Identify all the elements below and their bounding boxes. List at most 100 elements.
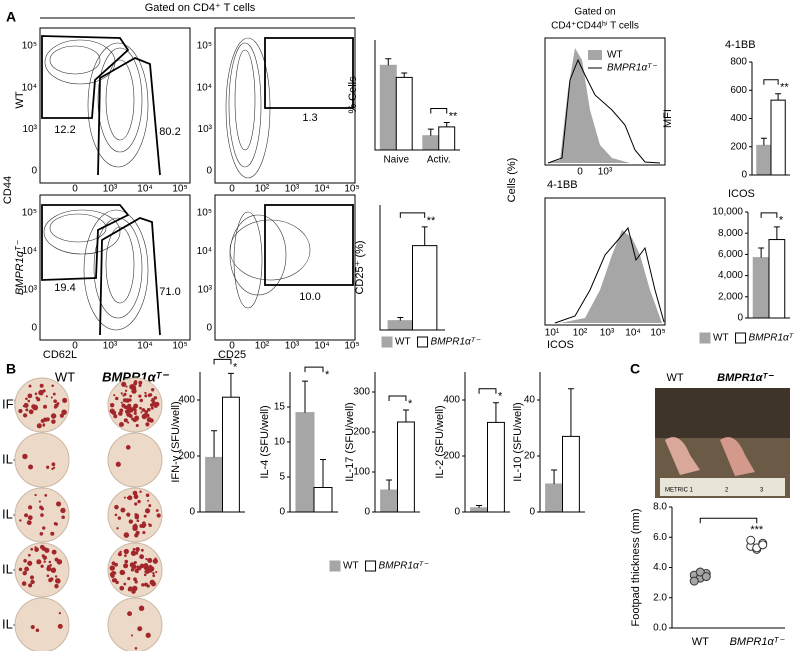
y-tick-label: 0	[741, 170, 747, 181]
y-tick-label: 0	[529, 507, 535, 518]
y-tick-label: 40	[524, 395, 536, 406]
y-tick-label: 400	[178, 395, 195, 406]
spot	[123, 563, 129, 569]
gate-value: 19.4	[54, 282, 75, 294]
column-label: BMPR1αᵀ⁻	[717, 372, 774, 384]
point	[695, 567, 705, 577]
spot	[43, 560, 46, 563]
spot	[30, 624, 35, 630]
y-tick-label: 10⁵	[22, 41, 37, 52]
spot	[141, 413, 147, 420]
spot	[147, 565, 152, 571]
spot	[156, 513, 161, 518]
y-tick-label: 10⁴	[22, 246, 37, 257]
spot	[139, 398, 144, 403]
spot	[121, 569, 124, 573]
spot	[110, 567, 113, 570]
spot	[124, 389, 128, 392]
spot	[127, 611, 133, 617]
spot	[129, 394, 132, 398]
spot	[28, 409, 34, 415]
error-bar	[397, 317, 404, 321]
spot	[124, 554, 127, 557]
y-tick-label: 600	[730, 85, 747, 96]
ruler-label: METRIC 1	[665, 488, 694, 494]
chart-title: 4-1BB	[725, 39, 756, 51]
spot	[115, 396, 119, 401]
spot	[118, 422, 124, 427]
y-tick-label: 200	[178, 451, 195, 462]
significance: **	[427, 215, 436, 227]
spot	[60, 414, 64, 418]
spot	[62, 397, 68, 403]
spot	[154, 557, 157, 560]
hist-title: CD4⁺CD44ʰⁱ T cells	[551, 21, 639, 32]
elispot-wells: IFN-γIL-4IL-17IL-2IL-10	[2, 377, 163, 651]
x-tick-label: 10⁴	[314, 184, 329, 195]
spot	[38, 389, 44, 396]
spot	[151, 397, 154, 401]
spot	[27, 393, 33, 399]
legend-label: WT	[343, 561, 359, 572]
x-tick-label: 10²	[255, 184, 270, 195]
x-tick-label: 10⁴	[625, 328, 640, 339]
chart-title: ICOS	[728, 188, 755, 200]
spot	[144, 391, 147, 395]
axis	[671, 507, 785, 629]
mouse-photo: METRIC 1 2 3	[655, 388, 790, 498]
well	[14, 542, 70, 598]
gate-value: 10.0	[299, 291, 320, 303]
y-axis-label: IL-2 (SFU/well)	[434, 405, 446, 478]
x-tick-label: 10³	[285, 341, 300, 352]
spot	[28, 563, 32, 566]
spot	[131, 589, 136, 594]
contour-plots	[39, 27, 356, 341]
x-tick-label: 10⁵	[172, 341, 187, 352]
spot	[118, 411, 123, 416]
spot	[113, 394, 116, 397]
spot	[130, 634, 133, 637]
spot	[23, 402, 29, 408]
spot	[135, 547, 140, 552]
spot	[132, 490, 138, 496]
y-tick-label: 10⁴	[22, 82, 37, 93]
spot	[55, 522, 59, 526]
spot	[133, 577, 137, 582]
spot	[144, 410, 149, 414]
spot	[144, 582, 149, 587]
y-tick-label: 400	[730, 113, 747, 124]
spot	[22, 453, 28, 460]
spot	[110, 573, 115, 578]
bar	[470, 507, 488, 513]
ruler-label: 3	[760, 488, 764, 494]
spot	[131, 564, 137, 570]
y-tick-label: 200	[730, 141, 747, 152]
y-tick-label: 200	[353, 427, 370, 438]
spot	[48, 560, 52, 564]
y-tick-label: 0	[31, 323, 37, 334]
spot	[123, 405, 128, 410]
y-axis-label: IL-17 (SFU/well)	[344, 402, 356, 481]
legend-label: WT	[607, 50, 623, 61]
error-bar	[385, 58, 392, 66]
spot	[144, 508, 151, 514]
spot	[126, 404, 132, 411]
spot	[113, 414, 118, 419]
spot	[35, 628, 40, 633]
hist-ko	[547, 58, 661, 164]
spot	[52, 466, 56, 469]
significance-bracket	[399, 212, 426, 218]
spot	[54, 575, 58, 578]
hist-ko	[554, 226, 665, 324]
spot	[24, 566, 30, 572]
spot	[22, 413, 28, 418]
spot	[146, 407, 151, 412]
column-label: WT	[666, 372, 683, 384]
spot	[18, 567, 23, 572]
spot	[138, 383, 142, 387]
spot	[28, 464, 34, 470]
x-tick-label: 0	[72, 184, 78, 195]
bar	[770, 99, 786, 176]
spot	[133, 494, 139, 500]
